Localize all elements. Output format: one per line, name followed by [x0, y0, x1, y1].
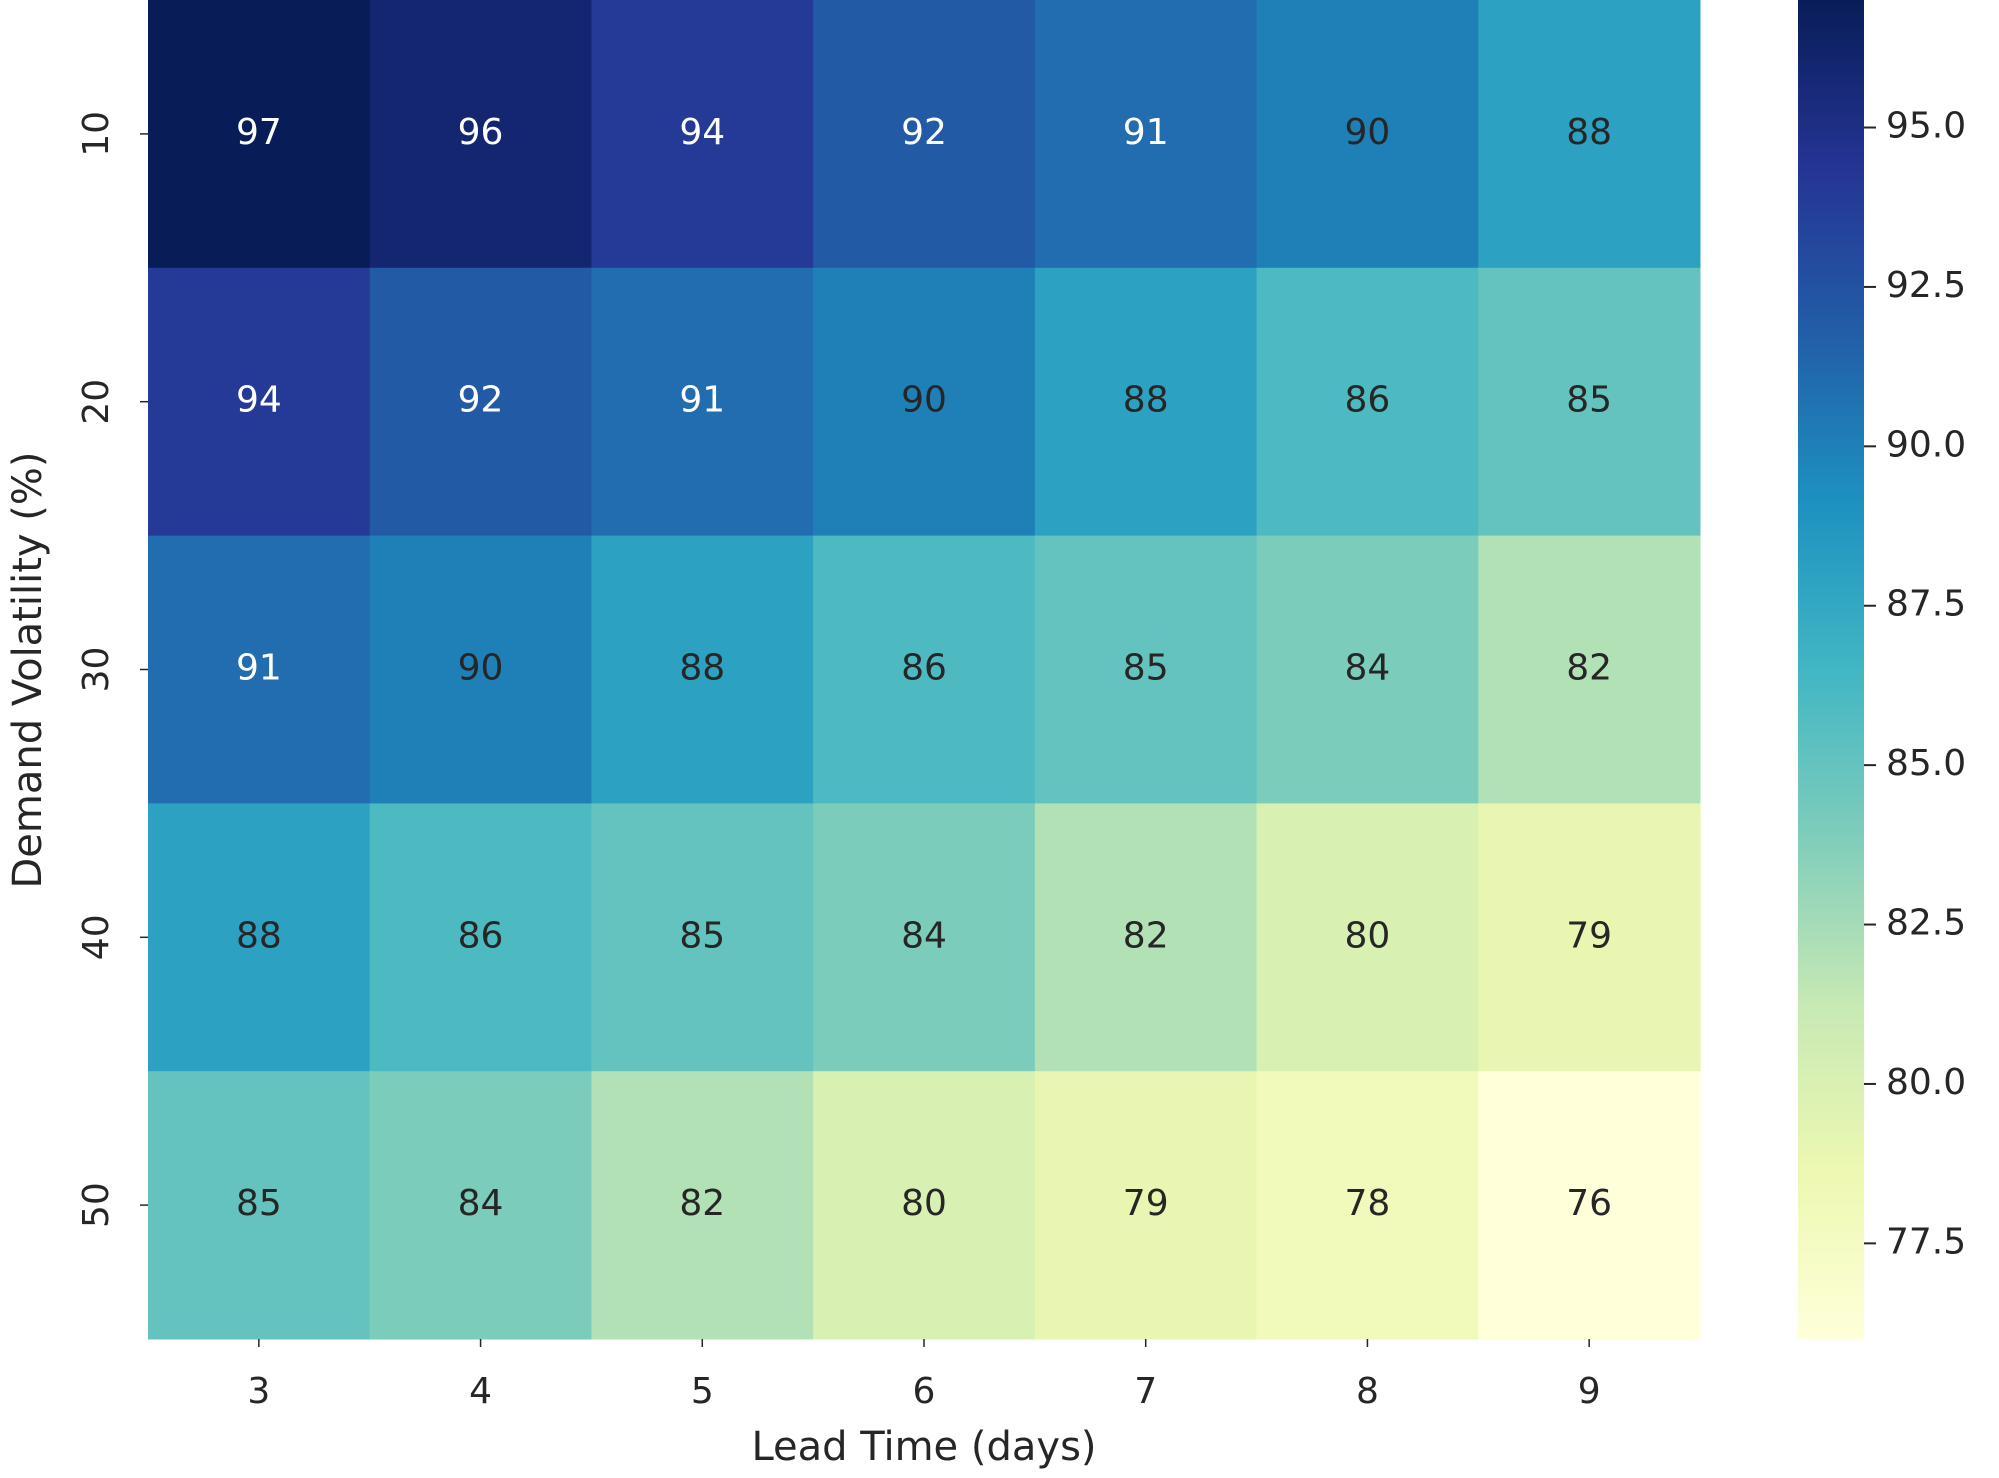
x-tick-label: 7: [1134, 1371, 1157, 1412]
heatmap-cell: [1478, 1071, 1701, 1340]
cell-label: 91: [1123, 112, 1169, 153]
cell-label: 79: [1123, 1183, 1169, 1224]
y-axis-label: Demand Volatility (%): [5, 451, 51, 888]
heatmap-cell: [369, 267, 592, 537]
y-tick-label: 20: [76, 379, 117, 425]
cell-label: 94: [236, 380, 282, 421]
heatmap-cell: [369, 803, 592, 1072]
colorbar-tick-label: 92.5: [1886, 265, 1966, 306]
heatmap-cell: [1256, 535, 1479, 804]
colorbar-tick-label: 82.5: [1886, 903, 1966, 944]
x-tick-label: 3: [247, 1371, 270, 1412]
x-tick-label: 6: [913, 1371, 936, 1412]
cell-label: 88: [1123, 380, 1169, 421]
heatmap-cell: [813, 803, 1036, 1072]
x-tick-label: 9: [1578, 1371, 1601, 1412]
y-tick-label: 30: [76, 647, 117, 693]
cell-label: 78: [1345, 1183, 1391, 1224]
heatmap-cell: [813, 267, 1036, 537]
heatmap-cell: [148, 267, 371, 537]
cell-label: 90: [458, 648, 504, 689]
heatmap-cell: [1034, 1071, 1258, 1340]
heatmap-cell: [813, 535, 1036, 804]
cell-label: 85: [236, 1183, 282, 1224]
cell-label: 91: [679, 380, 725, 421]
y-tick-label: 40: [76, 914, 117, 960]
y-tick-label: 50: [76, 1182, 117, 1228]
cell-label: 92: [901, 112, 947, 153]
heatmap-cell: [148, 1071, 371, 1340]
heatmap-cell: [813, 1071, 1036, 1340]
heatmap-cell: [369, 535, 592, 804]
heatmap-cell: [591, 1071, 814, 1340]
heatmap-cell: [591, 535, 814, 804]
cell-label: 92: [458, 380, 504, 421]
cell-label: 86: [458, 915, 504, 956]
cell-label: 82: [679, 1183, 725, 1224]
heatmap-cell: [1478, 803, 1701, 1072]
heatmap-cell: [1478, 267, 1701, 537]
heatmap-cell: [591, 0, 814, 269]
cell-label: 84: [1345, 648, 1391, 689]
colorbar-tick-label: 90.0: [1886, 424, 1966, 465]
heatmap-cell: [369, 0, 592, 269]
colorbar-tick-label: 95.0: [1886, 106, 1966, 147]
cell-label: 76: [1566, 1183, 1612, 1224]
cell-label: 86: [901, 648, 947, 689]
heatmap-cell: [1256, 1071, 1479, 1340]
cell-label: 85: [1566, 380, 1612, 421]
colorbar-tick-label: 80.0: [1886, 1062, 1966, 1103]
heatmap-cell: [1256, 0, 1479, 269]
cell-label: 82: [1566, 648, 1612, 689]
cell-label: 82: [1123, 915, 1169, 956]
heatmap-cell: [1478, 0, 1701, 269]
heatmap-cell: [148, 535, 371, 804]
colorbar-tick-label: 77.5: [1886, 1221, 1966, 1262]
heatmap-cell: [1256, 267, 1479, 537]
colorbar-tick-label: 87.5: [1886, 584, 1966, 625]
cell-label: 96: [458, 112, 504, 153]
cell-label: 88: [679, 648, 725, 689]
cell-label: 80: [1345, 915, 1391, 956]
heatmap-cell: [1256, 803, 1479, 1072]
cell-label: 80: [901, 1183, 947, 1224]
cell-label: 97: [236, 112, 282, 153]
cell-label: 94: [679, 112, 725, 153]
cell-label: 84: [901, 915, 947, 956]
x-tick-label: 5: [691, 1371, 714, 1412]
heatmap-cell: [591, 267, 814, 537]
heatmap-cell: [369, 1071, 592, 1340]
cell-label: 79: [1566, 915, 1612, 956]
heatmap-cell: [591, 803, 814, 1072]
cell-label: 91: [236, 648, 282, 689]
cell-label: 90: [901, 380, 947, 421]
cell-label: 90: [1345, 112, 1391, 153]
heatmap-cell: [1034, 535, 1258, 804]
cell-label: 84: [458, 1183, 504, 1224]
cell-label: 88: [1566, 112, 1612, 153]
heatmap-cell: [813, 0, 1036, 269]
cell-label: 85: [1123, 648, 1169, 689]
heatmap-cell: [1034, 803, 1258, 1072]
colorbar-tick-label: 85.0: [1886, 743, 1966, 784]
cell-label: 88: [236, 915, 282, 956]
cell-label: 85: [679, 915, 725, 956]
y-tick-label: 10: [76, 111, 117, 157]
heatmap-cell: [1034, 0, 1258, 269]
x-axis-label: Lead Time (days): [751, 1424, 1096, 1470]
heatmap-cell: [1478, 535, 1701, 804]
cell-label: 86: [1345, 380, 1391, 421]
x-tick-label: 4: [469, 1371, 492, 1412]
x-tick-label: 8: [1356, 1371, 1379, 1412]
colorbar: [1798, 0, 1864, 1339]
heatmap-cell: [148, 803, 371, 1072]
heatmap-cell: [1034, 267, 1258, 537]
heatmap-cell: [148, 0, 371, 269]
